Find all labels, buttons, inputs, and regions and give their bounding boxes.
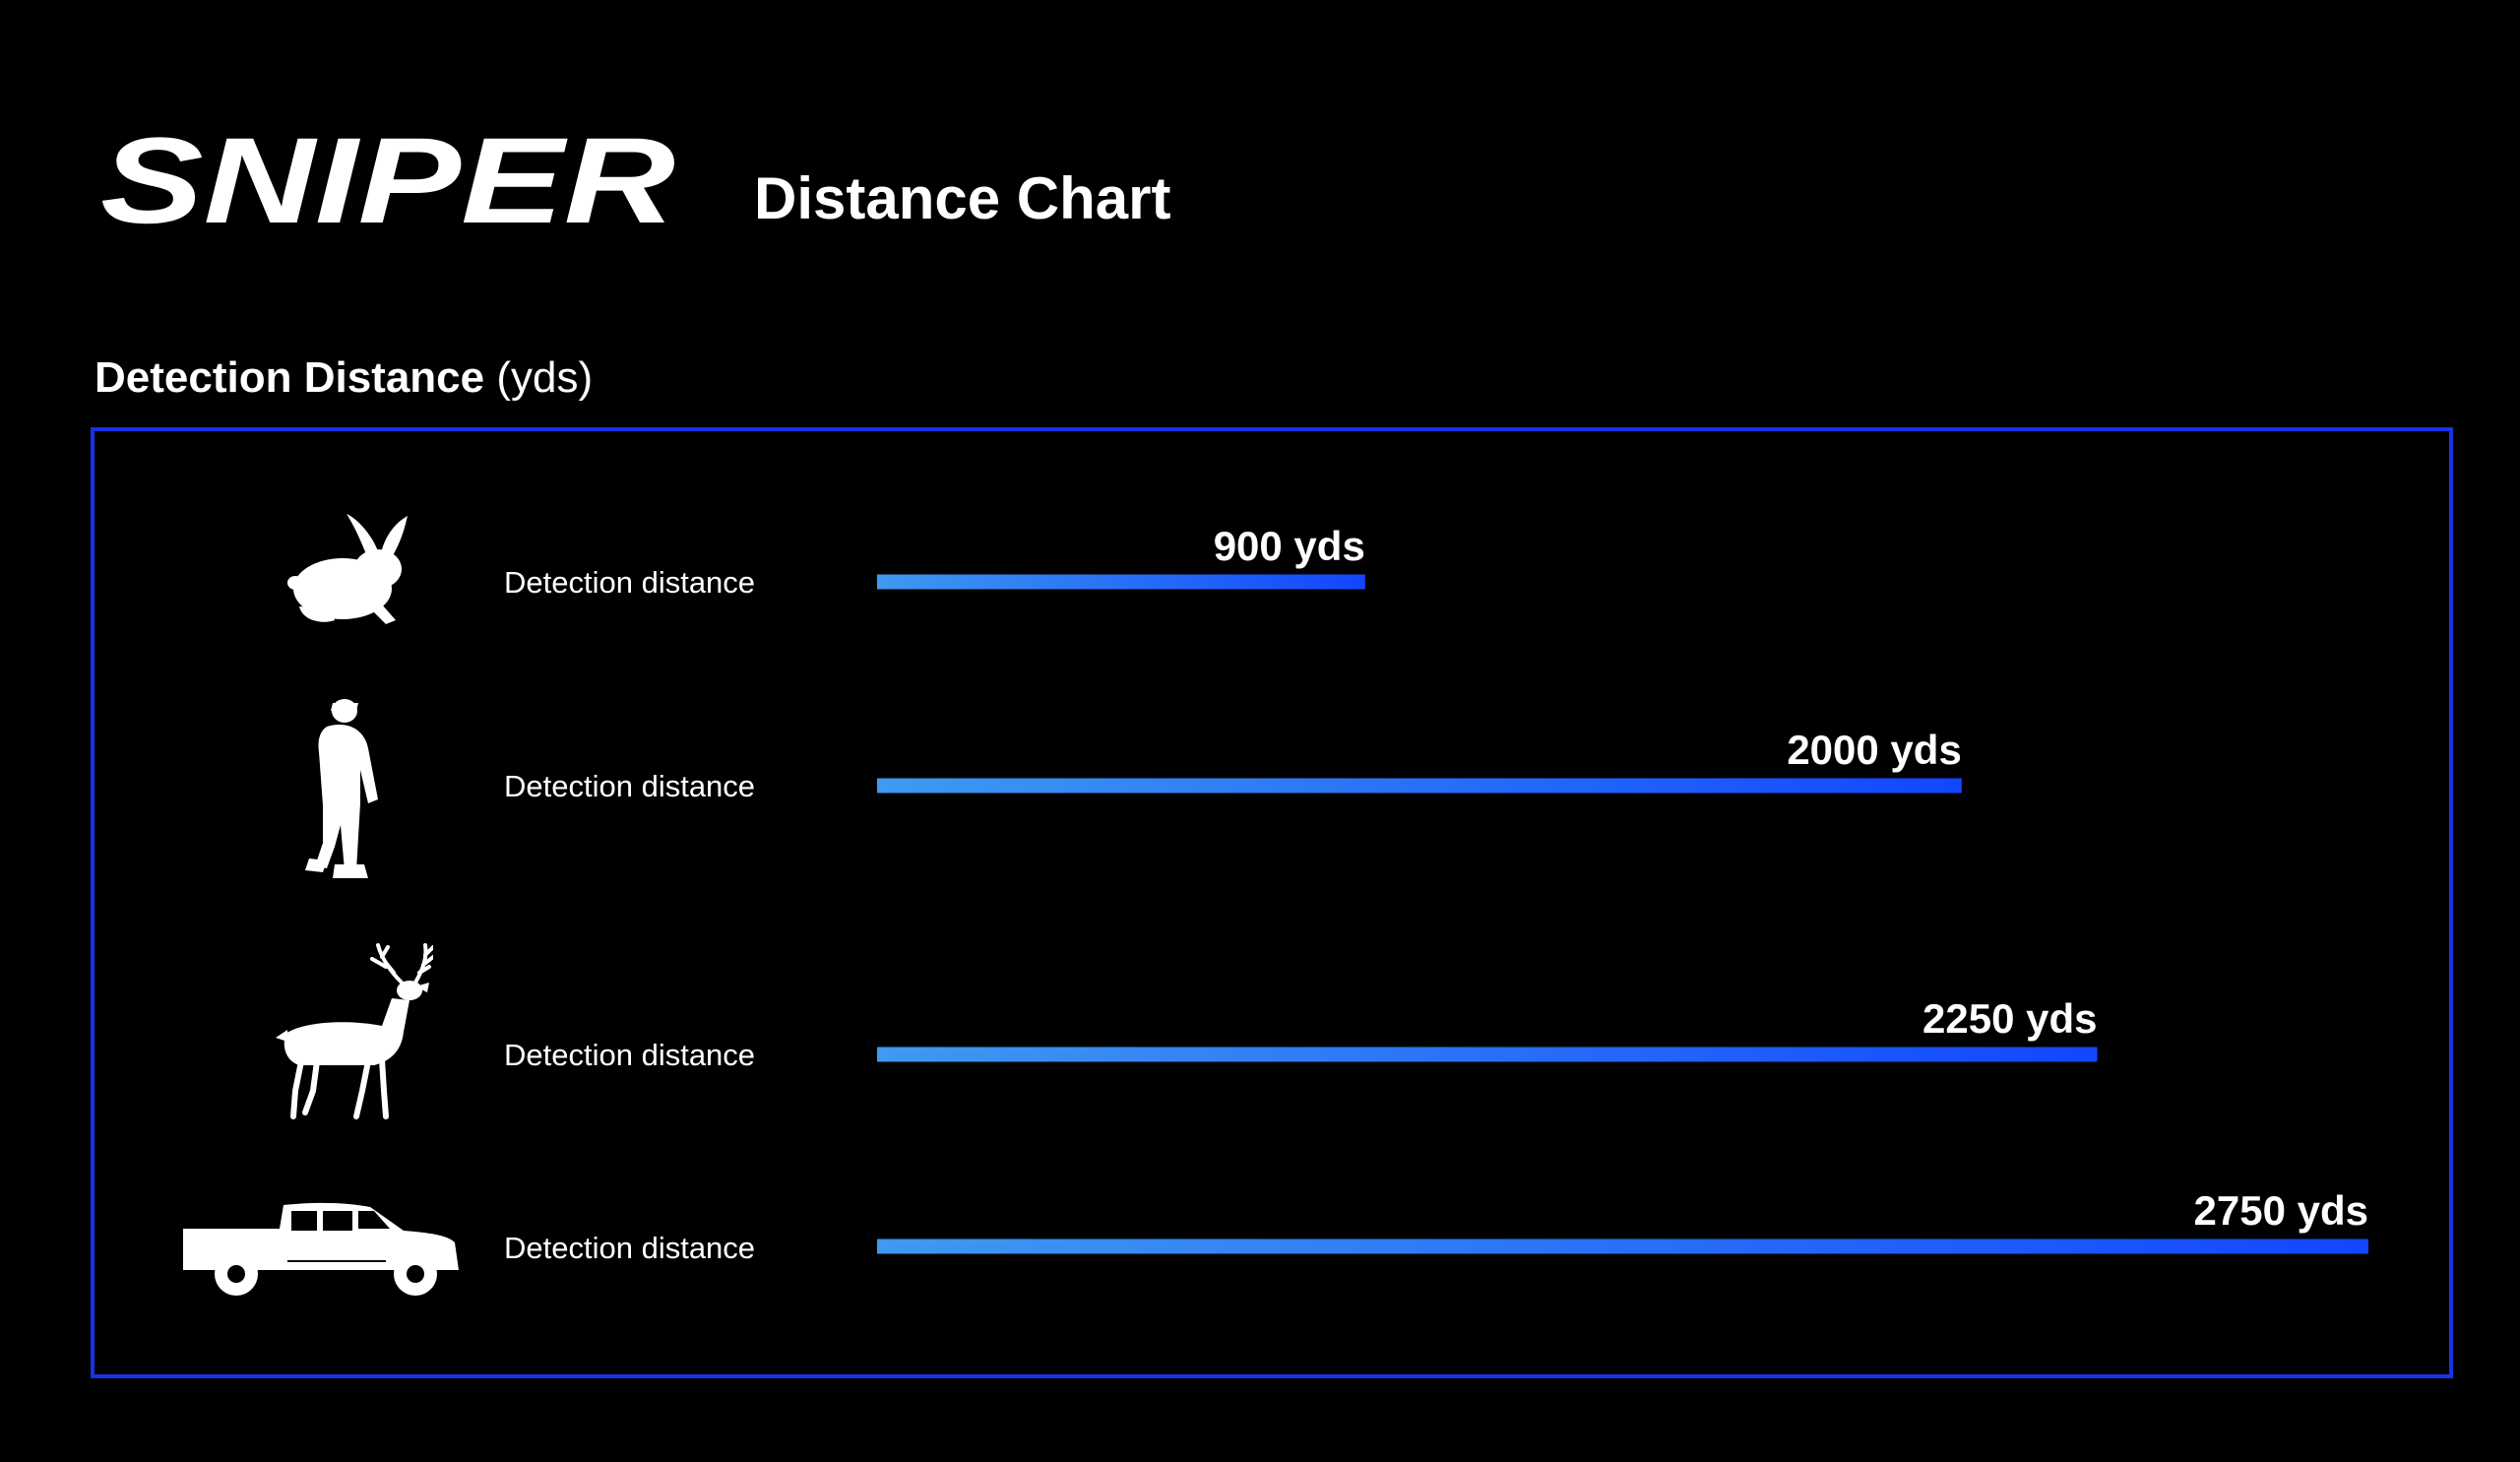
sniper-logo-wordmark: SNIPER [100,126,675,244]
row-label-truck: Detection distance [504,1231,756,1265]
value-label-truck: 2750 yds [2194,1187,2368,1234]
bar-truck [877,1239,2368,1254]
rabbit-icon [287,514,408,624]
svg-text:SNIPER: SNIPER [100,126,675,244]
value-label-rabbit: 900 yds [1214,523,1365,569]
chart-frame [91,427,2453,1378]
bar-rabbit [877,574,1365,590]
row-label-person: Detection distance [504,769,756,803]
bar-deer [877,1047,2098,1062]
bar-person [877,778,1962,794]
page-title: Distance Chart [754,165,1171,231]
chart-heading: Detection Distance (yds) [94,356,593,400]
value-label-person: 2000 yds [1787,727,1961,773]
chart-heading-label: Detection Distance [94,353,485,402]
value-label-deer: 2250 yds [1922,995,2097,1042]
deer-icon [276,943,433,1119]
sniper-logo: SNIPER [94,126,685,244]
row-label-rabbit: Detection distance [504,565,756,600]
row-label-deer: Detection distance [504,1038,756,1072]
person-icon [305,699,378,878]
chart-heading-unit: (yds) [484,353,594,402]
truck-icon [183,1202,459,1296]
